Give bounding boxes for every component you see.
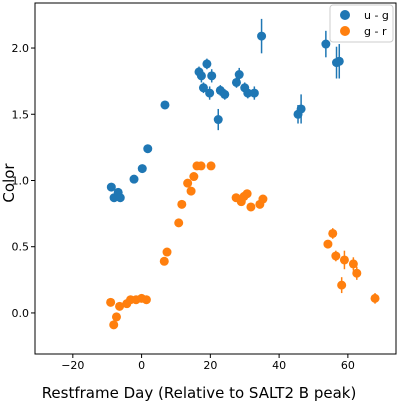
data-point-u-g (213, 115, 223, 125)
data-point-u-g (207, 71, 217, 81)
data-point-u-g (129, 174, 139, 184)
data-point-u-g (106, 182, 116, 192)
data-point-g-r (246, 202, 256, 212)
data-point-u-g (137, 164, 147, 174)
x-tick-label: 0 (138, 359, 145, 372)
legend: u - g g - r (329, 4, 394, 43)
legend-marker-u-g (340, 10, 350, 20)
y-tick-label: 0.5 (12, 241, 30, 254)
data-point-u-g (243, 88, 253, 98)
legend-label-g-r: g - r (364, 25, 387, 38)
data-point-g-r (206, 161, 216, 171)
legend-label-u-g: u - g (364, 9, 389, 22)
data-point-g-r (162, 247, 172, 257)
data-point-g-r (352, 268, 362, 278)
data-point-g-r (370, 293, 380, 303)
data-point-g-r (115, 301, 125, 311)
y-tick-label: 1.0 (12, 174, 30, 187)
y-tick-label: 2.0 (12, 42, 30, 55)
x-tick-label: 40 (272, 359, 286, 372)
data-point-g-r (328, 228, 338, 238)
data-point-u-g (196, 71, 206, 81)
data-point-u-g (160, 100, 170, 110)
data-point-u-g (249, 88, 259, 98)
legend-marker-g-r (340, 26, 350, 36)
data-point-g-r (183, 178, 193, 188)
data-point-g-r (189, 172, 199, 182)
x-axis-label: Restframe Day (Relative to SALT2 B peak) (42, 384, 357, 402)
data-point-u-g (231, 77, 241, 87)
data-point-u-g (220, 89, 230, 99)
data-point-g-r (242, 189, 252, 199)
data-point-g-r (331, 251, 341, 261)
data-point-g-r (258, 194, 268, 204)
data-point-g-r (337, 280, 347, 290)
data-point-u-g (143, 144, 153, 154)
data-point-u-g (334, 56, 344, 66)
data-point-u-g (257, 31, 267, 41)
y-tick-label: 0.0 (12, 307, 30, 320)
data-point-g-r (174, 218, 184, 228)
data-point-g-r (106, 297, 116, 307)
data-point-g-r (339, 255, 349, 265)
data-point-u-g (115, 193, 125, 203)
data-point-g-r (177, 199, 187, 209)
data-point-g-r (111, 312, 121, 322)
x-tick-label: −20 (61, 359, 84, 372)
x-tick-label: 60 (341, 359, 355, 372)
data-point-g-r (186, 186, 196, 196)
x-axis-ticks: −20 0 20 40 60 (61, 354, 355, 372)
data-point-u-g (321, 39, 331, 49)
data-point-g-r (109, 320, 119, 330)
data-point-u-g (205, 88, 215, 98)
y-tick-label: 1.5 (12, 108, 30, 121)
plot-frame (34, 2, 397, 355)
data-point-g-r (141, 295, 151, 305)
data-point-g-r (159, 256, 169, 266)
x-tick-label: 20 (203, 359, 217, 372)
y-axis-label: Color (0, 163, 18, 203)
data-point-u-g (234, 70, 244, 80)
y-axis-ticks: 0.0 0.5 1.0 1.5 2.0 (12, 42, 35, 320)
data-point-u-g (202, 59, 212, 69)
data-point-u-g (198, 83, 208, 93)
data-point-g-r (348, 259, 358, 269)
data-point-u-g (296, 104, 306, 114)
data-points (106, 31, 380, 330)
data-point-g-r (323, 239, 333, 249)
data-point-g-r (196, 161, 206, 171)
